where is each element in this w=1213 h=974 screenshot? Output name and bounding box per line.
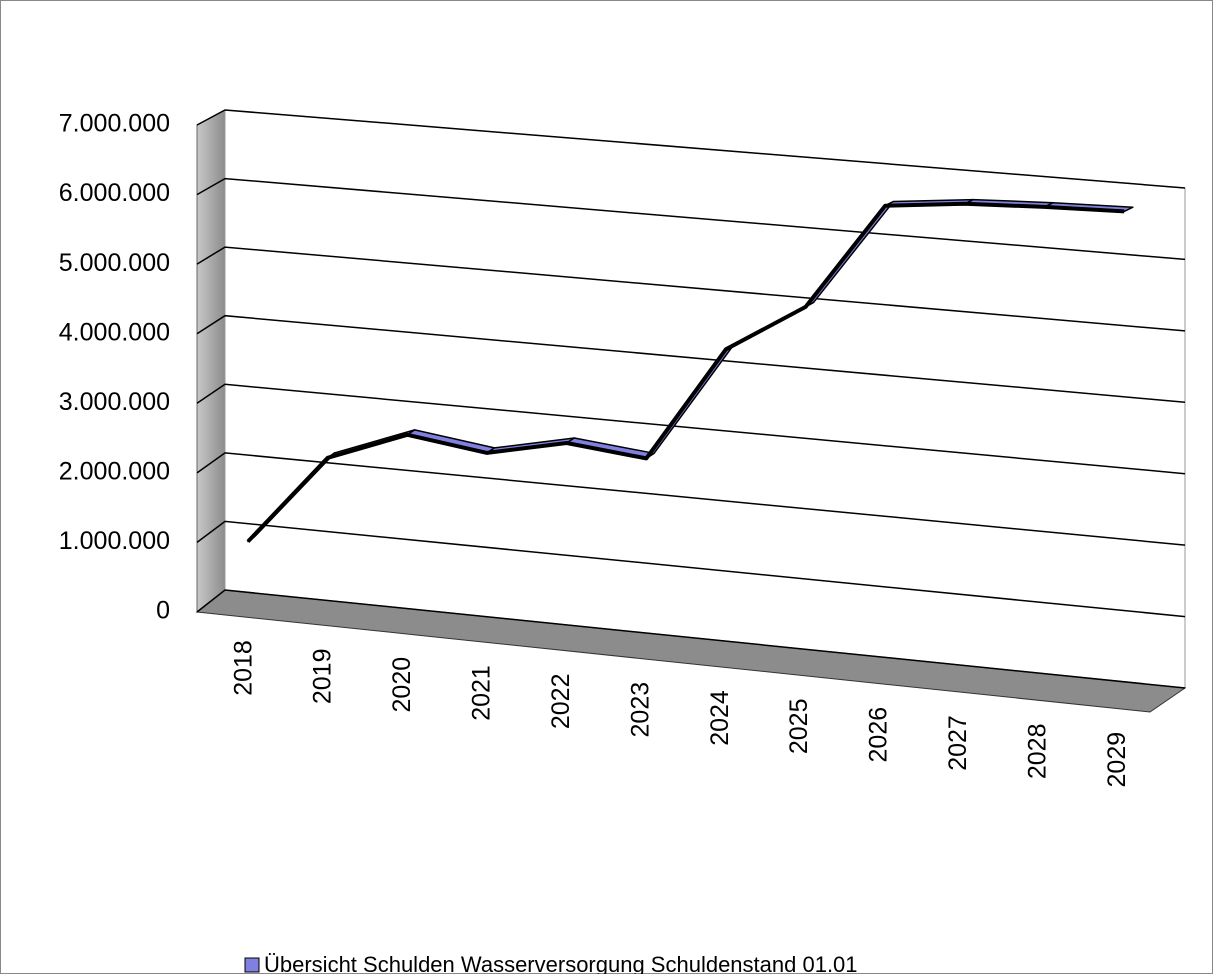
x-tick-label: 2022 (547, 674, 575, 730)
x-tick-label: 2023 (626, 682, 654, 738)
y-tick-label: 4.000.000 (59, 318, 170, 346)
y-tick-label: 2.000.000 (59, 457, 170, 485)
y-tick-label: 0 (156, 597, 170, 625)
grid-line (196, 246, 1186, 332)
back-wall (224, 109, 1186, 689)
x-tick-label: 2028 (1023, 724, 1051, 780)
grid-line (196, 452, 1186, 546)
x-tick-label: 2021 (468, 665, 496, 721)
legend-label: Übersicht Schulden Wasserversorgung Schu… (264, 952, 858, 974)
y-tick-label: 3.000.000 (59, 388, 170, 416)
y-tick-label: 5.000.000 (59, 249, 170, 277)
grid-line (196, 589, 1186, 689)
x-tick-label: 2026 (865, 707, 893, 763)
x-tick-label: 2018 (229, 640, 257, 696)
grid-line (196, 383, 1186, 475)
y-tick-label: 6.000.000 (59, 179, 170, 207)
x-tick-label: 2020 (388, 657, 416, 713)
x-tick-label: 2024 (706, 690, 734, 746)
x-tick-label: 2019 (309, 649, 337, 705)
series-line (246, 201, 1125, 543)
legend-swatch (244, 957, 260, 973)
grid-line (196, 520, 1186, 618)
x-tick-label: 2027 (944, 715, 972, 771)
x-tick-label: 2025 (785, 699, 813, 755)
y-tick-label: 7.000.000 (59, 110, 170, 138)
grid-line (196, 109, 1186, 189)
x-tick-label: 2029 (1103, 732, 1131, 788)
side-wall (196, 109, 226, 614)
y-tick-label: 1.000.000 (59, 527, 170, 555)
grid-line (196, 314, 1186, 404)
